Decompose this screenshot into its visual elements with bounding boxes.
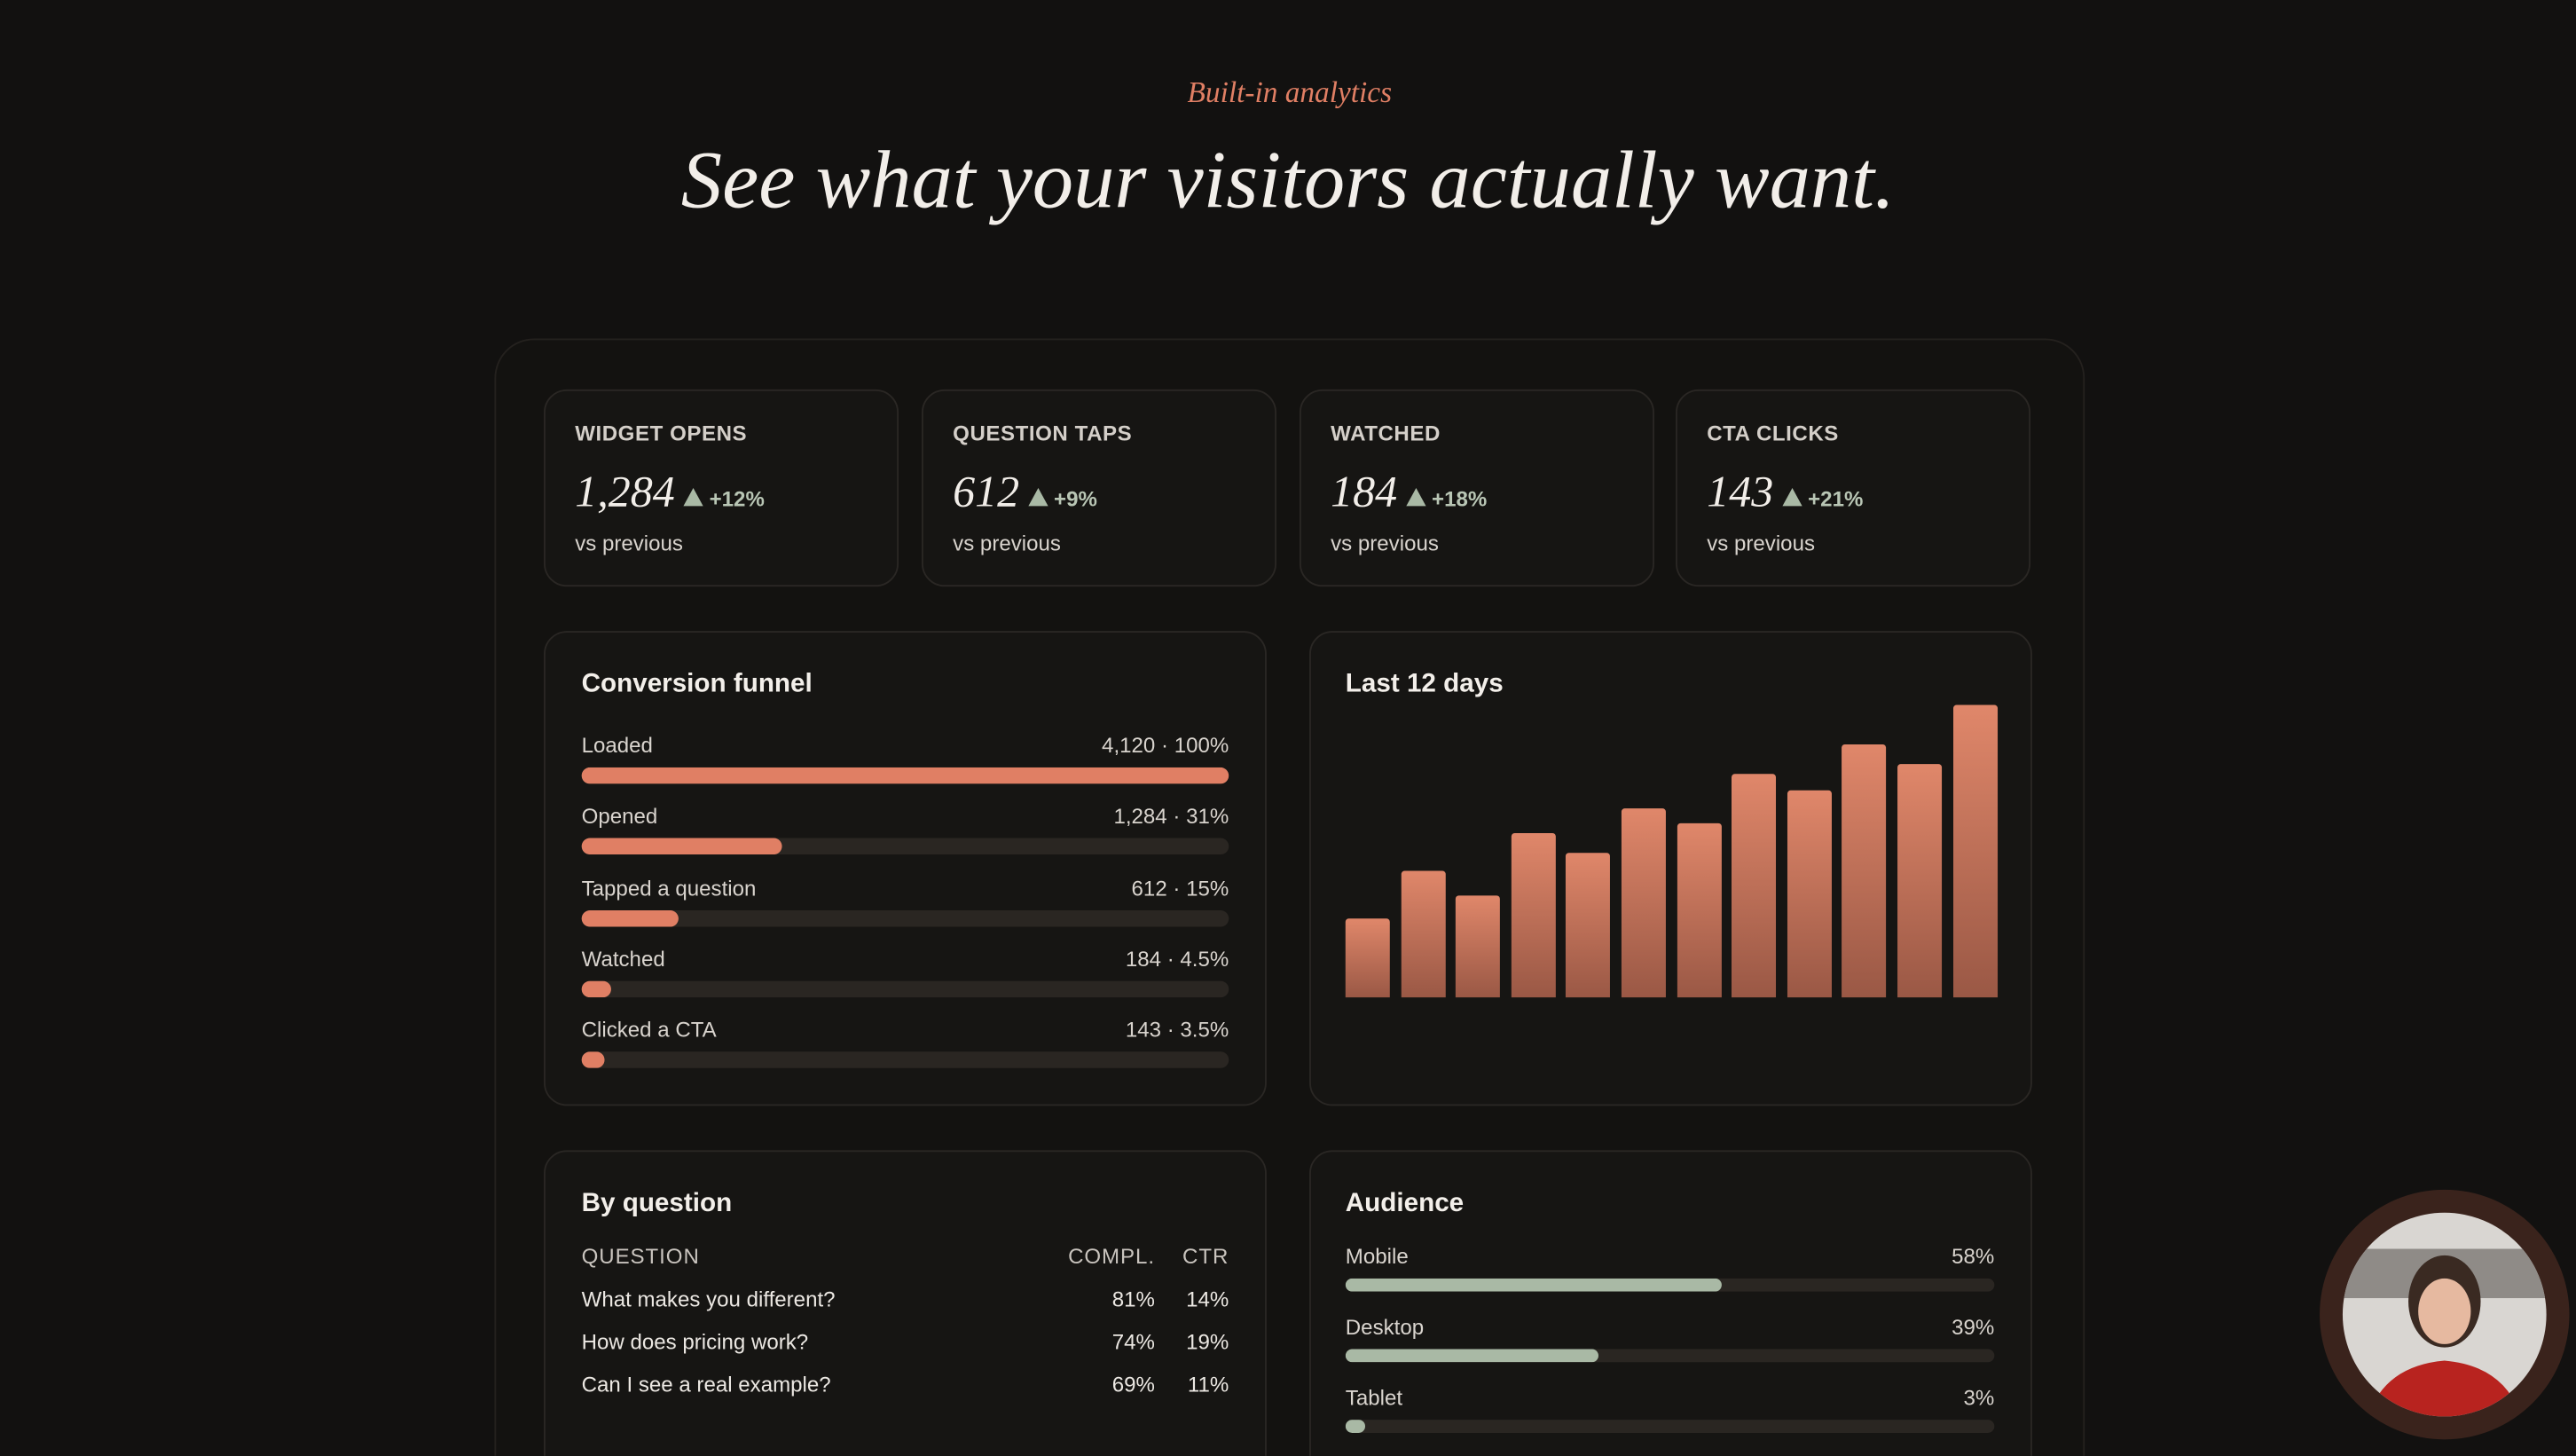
card-title: By question: [581, 1189, 733, 1218]
funnel-label: Watched: [581, 946, 665, 972]
trend-up: [1405, 488, 1425, 507]
bar-track: [1345, 1278, 1995, 1292]
funnel-label: Loaded: [581, 732, 653, 758]
bar: [1732, 774, 1777, 998]
card-title: Conversion funnel: [581, 670, 813, 699]
stat-label: WATCHED: [1331, 421, 1441, 445]
stat-note: vs previous: [1331, 531, 1439, 555]
funnel-label: Tapped a question: [581, 875, 757, 901]
bar: [1842, 744, 1887, 998]
table-cell: What makes you different?: [581, 1287, 836, 1311]
question-card: [544, 1150, 1267, 1456]
card-title: Audience: [1345, 1189, 1465, 1218]
audience-bar: [1345, 1349, 1599, 1363]
audience-label: Desktop: [1345, 1314, 1425, 1340]
card-title: Last 12 days: [1345, 670, 1504, 699]
audience-value: 58%: [1952, 1243, 1995, 1269]
bar: [1677, 822, 1722, 998]
stat-label: CTA CLICKS: [1707, 421, 1839, 445]
bar-track: [581, 767, 1229, 784]
audience-label: Tablet: [1345, 1385, 1403, 1411]
audience-value: 3%: [1963, 1385, 1995, 1411]
eyebrow: Built-in analytics: [1187, 75, 1393, 109]
bar-track: [1345, 1349, 1995, 1363]
stat-value: 612: [953, 466, 1020, 516]
bar: [1566, 853, 1611, 998]
video-bubble[interactable]: [2313, 1183, 2576, 1455]
stat-change: +21%: [1808, 486, 1864, 511]
bar: [1456, 895, 1501, 998]
stat-card: [544, 389, 899, 587]
column-header: COMPL.: [1068, 1243, 1155, 1269]
trend-up: [682, 488, 703, 507]
bar: [1511, 832, 1556, 998]
bar-track: [581, 909, 1229, 926]
column-header: CTR: [1182, 1243, 1229, 1269]
stat-label: QUESTION TAPS: [953, 421, 1133, 445]
stat-change: +9%: [1054, 486, 1097, 511]
funnel-value: 1,284 · 31%: [1113, 804, 1229, 829]
stat-card: [1299, 389, 1654, 587]
column-header: QUESTION: [581, 1243, 700, 1269]
bar-track: [1345, 1420, 1995, 1433]
funnel-bar: [581, 838, 782, 855]
table-cell: How does pricing work?: [581, 1329, 809, 1355]
table-cell: 14%: [1186, 1287, 1229, 1311]
funnel-bar: [581, 1051, 605, 1069]
bar: [1401, 870, 1446, 998]
bar-track: [581, 1051, 1229, 1069]
audience-bar: [1345, 1278, 1723, 1292]
funnel-bar: [581, 980, 611, 997]
headline: See what your visitors actually want.: [680, 133, 1896, 225]
funnel-label: Clicked a CTA: [581, 1017, 717, 1043]
funnel-card: [544, 631, 1267, 1106]
stat-note: vs previous: [953, 531, 1061, 555]
stat-value: 143: [1707, 466, 1774, 516]
stat-note: vs previous: [575, 531, 683, 555]
stat-card: [1676, 389, 2031, 587]
table-cell: 11%: [1187, 1372, 1229, 1397]
stat-value: 184: [1331, 466, 1398, 516]
table-cell: 81%: [1111, 1287, 1155, 1311]
bar: [1345, 918, 1390, 998]
funnel-value: 4,120 · 100%: [1102, 732, 1229, 758]
funnel-bar: [581, 767, 1229, 784]
bar: [1952, 704, 1998, 998]
audience-bar: [1345, 1420, 1365, 1433]
stat-change: +12%: [709, 486, 765, 511]
table-cell: Can I see a real example?: [581, 1372, 831, 1397]
stat-label: WIDGET OPENS: [575, 421, 748, 445]
trend-up: [1781, 488, 1802, 507]
audience-value: 39%: [1952, 1314, 1995, 1340]
bar-track: [581, 980, 1229, 997]
stat-value: 1,284: [575, 466, 675, 516]
audience-card: [1309, 1150, 2032, 1456]
stat-card: [921, 389, 1277, 587]
funnel-value: 612 · 15%: [1131, 875, 1229, 901]
bar: [1897, 764, 1943, 998]
bar: [1621, 808, 1666, 998]
stat-note: vs previous: [1707, 531, 1815, 555]
table-cell: 19%: [1186, 1329, 1229, 1355]
funnel-label: Opened: [581, 804, 658, 829]
bar-track: [581, 838, 1229, 855]
audience-label: Mobile: [1345, 1243, 1409, 1269]
trend-up: [1027, 488, 1048, 507]
stat-change: +18%: [1432, 486, 1488, 511]
funnel-value: 143 · 3.5%: [1125, 1017, 1229, 1043]
bar: [1787, 790, 1832, 998]
table-cell: 69%: [1111, 1372, 1155, 1397]
funnel-bar: [581, 909, 679, 926]
table-cell: 74%: [1111, 1329, 1155, 1355]
funnel-value: 184 · 4.5%: [1125, 946, 1229, 972]
